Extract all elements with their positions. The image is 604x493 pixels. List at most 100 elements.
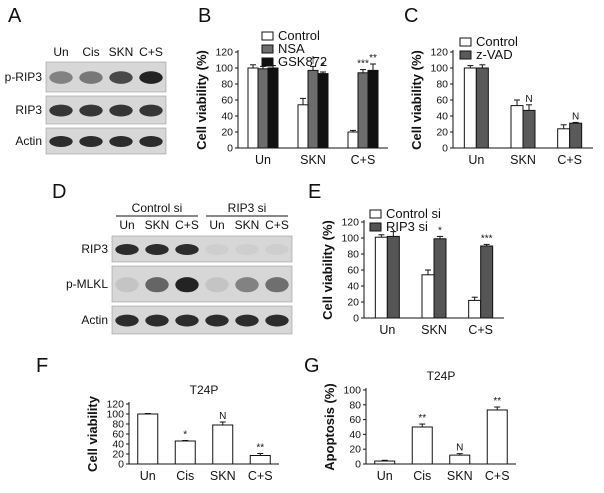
- bar-value-cis: [174, 440, 196, 465]
- lane-label-un: Un: [119, 218, 134, 232]
- band-actin-lane-2: [145, 314, 169, 327]
- bar-control-c-s: [557, 128, 571, 149]
- panel-letter-f: F: [36, 355, 48, 377]
- legend-swatch-gsk872: [261, 57, 274, 67]
- bar-control-si-c-s: [468, 299, 482, 319]
- western-blot-a: Un Cis SKN C+S p-RIP3 RIP3 Actin: [5, 45, 167, 155]
- group-label-control-si: Control si: [132, 201, 183, 215]
- band-p-mlkl-lane-2: [145, 277, 169, 293]
- blot-row-label-rip3: RIP3: [15, 103, 42, 117]
- panel-letter-a: A: [8, 5, 22, 27]
- blot-row-label-p-mlkl: p-MLKL: [66, 277, 108, 291]
- band-p-rip3-lane-1: [49, 71, 73, 84]
- band-p-mlkl-lane-3: [175, 277, 199, 293]
- bar-rip3-si-un: [386, 235, 400, 319]
- legend-label-rip3-si: RIP3 si: [386, 219, 428, 234]
- blot-row-label-actin: Actin: [15, 134, 42, 148]
- bar-value-un: [137, 413, 159, 465]
- legend-label-control: Control: [278, 28, 320, 43]
- band-p-mlkl-lane-5: [235, 277, 259, 293]
- lane-label-c-s: C+S: [265, 218, 289, 232]
- band-p-mlkl-lane-6: [265, 277, 289, 293]
- significance-marker: N: [456, 443, 463, 454]
- band-p-rip3-lane-4: [139, 71, 163, 84]
- lane-label-c-s: C+S: [139, 45, 163, 59]
- y-tick-label: 40: [347, 281, 359, 293]
- bar-value-cis: [411, 426, 433, 465]
- legend-label-control: Control: [476, 34, 518, 49]
- lane-label-skn: SKN: [145, 218, 170, 232]
- y-tick-label: 120: [106, 399, 124, 411]
- bar-control-c-s: [347, 131, 359, 149]
- category-label-skn: SKN: [510, 153, 536, 167]
- y-tick-label: 60: [221, 95, 233, 107]
- y-tick-label: 0: [442, 143, 448, 155]
- bar-nsa-skn: [307, 69, 319, 149]
- category-label-un: Un: [255, 153, 271, 167]
- blot-strip-rip3: [111, 235, 293, 263]
- y-tick-label: 20: [112, 449, 124, 461]
- category-label-skn: SKN: [210, 469, 236, 483]
- bar-z-vad-c-s: [569, 122, 583, 149]
- y-tick-label: 80: [221, 79, 233, 91]
- bar-value-c-s: [486, 409, 508, 465]
- lane-label-skn: SKN: [235, 218, 260, 232]
- bar-nsa-un: [257, 68, 269, 149]
- y-tick-label: 0: [353, 313, 359, 325]
- band-actin-lane-5: [235, 314, 259, 327]
- band-rip3-lane-4: [139, 104, 163, 117]
- y-tick-label: 80: [347, 249, 359, 261]
- y-axis-label: Cell viability (%): [194, 50, 209, 150]
- legend-label-z-vad: z-VAD: [476, 47, 513, 62]
- lane-label-c-s: C+S: [175, 218, 199, 232]
- y-tick-label: 40: [221, 111, 233, 123]
- band-rip3-lane-3: [175, 244, 199, 255]
- bar-value-c-s: [249, 455, 271, 465]
- bar-control-skn: [297, 104, 309, 149]
- lane-label-skn: SKN: [109, 45, 134, 59]
- band-p-mlkl-lane-4: [205, 277, 229, 293]
- band-actin-lane-4: [139, 136, 163, 147]
- bar-nsa-c-s: [357, 72, 369, 149]
- y-tick-label: 100: [343, 385, 361, 397]
- significance-marker: **: [256, 443, 264, 454]
- category-label-c-s: C+S: [468, 323, 493, 337]
- lane-label-un: Un: [209, 218, 224, 232]
- bar-gsk872-skn: [317, 73, 329, 149]
- significance-marker: **: [369, 53, 377, 64]
- blot-strip-actin: [111, 305, 293, 335]
- bar-z-vad-un: [475, 67, 489, 149]
- y-tick-label: 0: [118, 459, 124, 471]
- y-tick-label: 120: [215, 47, 233, 59]
- legend-label-gsk872: GSK872: [278, 54, 327, 69]
- legend-label-control-si: Control si: [386, 206, 441, 221]
- chart-title: T24P: [190, 383, 219, 397]
- bar-value-skn: [449, 454, 471, 465]
- y-tick-label: 100: [430, 63, 448, 75]
- significance-marker: *: [183, 430, 187, 441]
- group-label-rip3-si: RIP3 si: [228, 201, 267, 215]
- bar-chart-c: 0 20 40 60 80 100 120 Cell viability (%) Un SKN C+…: [409, 34, 593, 167]
- y-tick-label: 60: [347, 265, 359, 277]
- legend-swatch-control-si: [369, 209, 382, 219]
- category-label-skn: SKN: [447, 469, 473, 483]
- y-tick-label: 40: [112, 439, 124, 451]
- band-actin-lane-2: [79, 136, 103, 147]
- y-tick-label: 20: [347, 297, 359, 309]
- blot-row-label-p-rip3: p-RIP3: [5, 70, 43, 84]
- category-label-un: Un: [468, 153, 484, 167]
- significance-marker: †: [310, 55, 316, 66]
- band-actin-lane-1: [49, 136, 73, 147]
- band-actin-lane-4: [205, 314, 229, 327]
- y-axis-label: Cell viability (%): [409, 50, 424, 150]
- significance-marker: **: [418, 413, 426, 424]
- legend-swatch-z-vad: [459, 50, 472, 60]
- category-label-skn: SKN: [300, 153, 326, 167]
- category-label-c-s: C+S: [248, 469, 273, 483]
- bar-chart-b: 0 20 40 60 80 100 120 Cell viability (%) Un SKN C+…: [194, 28, 388, 167]
- bar-control-un: [463, 67, 477, 149]
- significance-marker: N: [525, 94, 532, 105]
- band-rip3-lane-2: [79, 104, 103, 117]
- band-actin-lane-1: [115, 314, 139, 327]
